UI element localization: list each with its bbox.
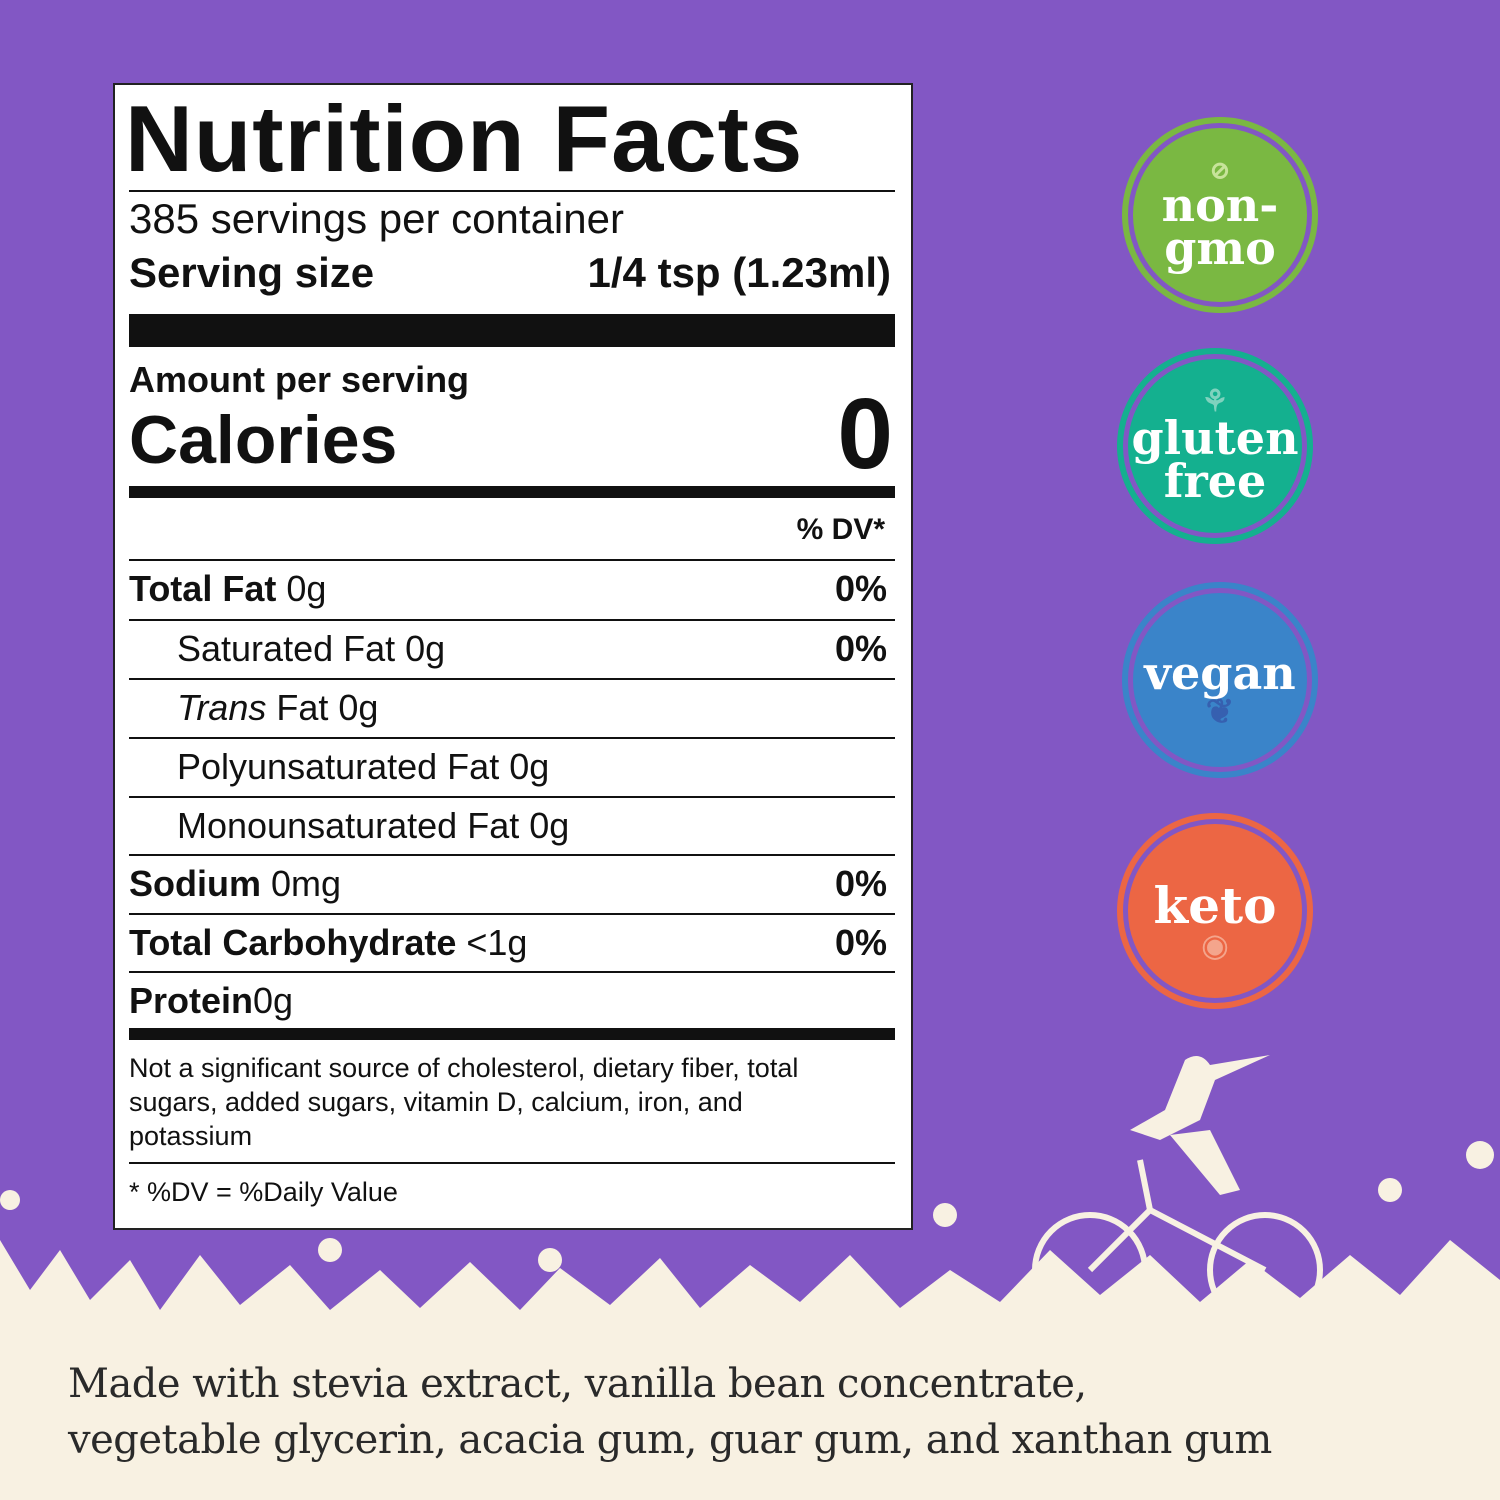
amount-per-serving: Amount per serving — [129, 359, 470, 400]
egg-icon: ◉ — [1201, 925, 1229, 964]
label-title: Nutrition Facts — [125, 86, 804, 191]
meadow-cyclist-silhouette — [0, 1055, 1500, 1340]
badge-vegan: vegan ❦ — [1122, 582, 1318, 778]
footnote-not-significant: Not a significant source of cholesterol,… — [129, 1053, 799, 1151]
nutrition-facts-label: Nutrition Facts 385 servings per contain… — [113, 83, 913, 1230]
serving-size-label: Serving size — [129, 249, 375, 296]
row-trans-fat: Trans Fat 0g — [177, 687, 379, 728]
leaf-icon: ❦ — [1205, 691, 1235, 732]
calories-label: Calories — [129, 402, 398, 478]
divider-thick — [129, 486, 895, 498]
wheat-icon: ⚘ — [1201, 384, 1229, 420]
badge-keto: keto ◉ — [1117, 813, 1313, 1009]
row-protein: Protein0g — [129, 980, 294, 1021]
row-saturated-fat: Saturated Fat 0g 0% — [177, 628, 887, 669]
servings-per-container: 385 servings per container — [129, 195, 624, 242]
ingredients-text: Made with stevia extract, vanilla bean c… — [68, 1361, 1272, 1463]
footnote-dv: * %DV = %Daily Value — [129, 1177, 398, 1207]
calories-value: 0 — [837, 378, 893, 490]
divider-thick — [129, 1028, 895, 1040]
divider — [129, 190, 895, 192]
ingredients-panel — [0, 1320, 1500, 1500]
dv-header: % DV* — [796, 513, 885, 546]
row-total-fat: Total Fat 0g 0% — [129, 568, 887, 609]
row-sodium: Sodium 0mg 0% — [129, 863, 887, 904]
divider-thick — [129, 314, 895, 347]
serving-size-value: 1/4 tsp (1.23ml) — [587, 249, 891, 296]
row-total-carbohydrate: Total Carbohydrate <1g 0% — [129, 922, 887, 963]
row-polyunsaturated-fat: Polyunsaturated Fat 0g — [177, 746, 550, 787]
badge-gluten-free: ⚘ gluten free — [1117, 348, 1313, 544]
badge-non-gmo: ⊘ non- gmo — [1122, 117, 1318, 313]
no-flask-icon: ⊘ — [1209, 155, 1231, 186]
row-monounsaturated-fat: Monounsaturated Fat 0g — [177, 805, 570, 846]
